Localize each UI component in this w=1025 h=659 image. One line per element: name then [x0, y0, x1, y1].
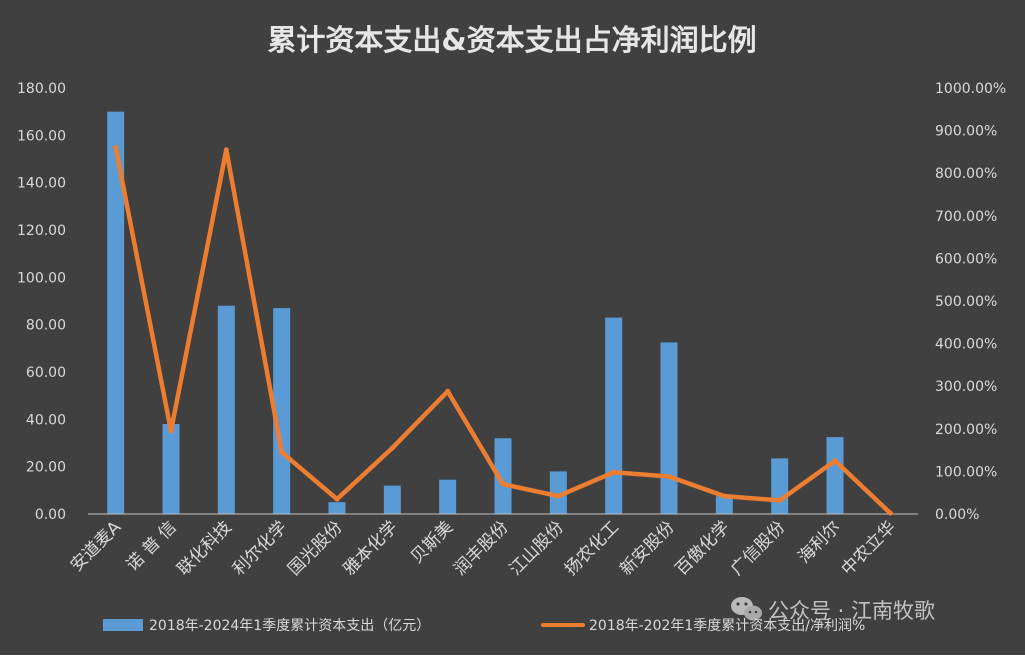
left-tick-label: 40.00 — [26, 412, 66, 428]
left-tick-label: 140.00 — [17, 176, 66, 192]
left-tick-label: 120.00 — [17, 223, 66, 239]
watermark: 公众号 · 江南牧歌 — [731, 597, 935, 623]
right-tick-label: 900.00% — [935, 124, 997, 140]
ratio-point-15 — [887, 510, 893, 516]
ratio-point-10 — [611, 469, 617, 475]
left-tick-label: 180.00 — [17, 81, 66, 97]
right-tick-label: 0.00% — [935, 507, 979, 523]
right-tick-label: 700.00% — [935, 209, 997, 225]
right-tick-label: 300.00% — [935, 379, 997, 395]
bar-10 — [605, 317, 623, 514]
right-tick-label: 600.00% — [935, 251, 997, 267]
left-axis: 0.00 20.00 40.00 60.00 80.00 100.00 120.00 140.… — [17, 81, 66, 523]
ratio-point-4 — [279, 449, 285, 455]
ratio-point-1 — [113, 145, 119, 151]
left-tick-label: 0.00 — [35, 507, 66, 523]
bar-13 — [771, 458, 789, 514]
bar-9 — [549, 471, 567, 514]
ratio-point-7 — [445, 388, 451, 394]
ratio-point-5 — [334, 496, 340, 502]
bar-1 — [107, 111, 125, 515]
right-tick-label: 100.00% — [935, 464, 997, 480]
ratio-point-12 — [721, 493, 727, 499]
right-tick-label: 500.00% — [935, 294, 997, 310]
right-axis: 0.00% 100.00% 200.00% 300.00% 400.00% 500.00%… — [935, 81, 1006, 523]
right-tick-label: 800.00% — [935, 166, 997, 182]
ratio-point-8 — [500, 481, 506, 487]
bar-5 — [328, 502, 346, 514]
bar-4 — [273, 308, 291, 514]
bar-3 — [217, 305, 235, 514]
left-tick-label: 100.00 — [17, 270, 66, 286]
wechat-icon — [731, 597, 762, 621]
bar-14 — [826, 437, 844, 514]
bar-11 — [660, 342, 678, 514]
left-tick-label: 80.00 — [26, 318, 66, 334]
legend-line-label: 2018年-202年1季度累计资本支出/净利润% — [589, 618, 865, 634]
line-series — [113, 145, 893, 516]
ratio-point-6 — [389, 445, 395, 451]
bar-series — [107, 111, 899, 515]
ratio-point-2 — [168, 428, 174, 434]
ratio-point-3 — [223, 147, 229, 153]
ratio-point-13 — [777, 497, 783, 503]
right-tick-label: 400.00% — [935, 337, 997, 353]
legend-bar-label: 2018年-2024年1季度累计资本支出（亿元） — [149, 618, 430, 634]
ratio-point-9 — [555, 493, 561, 499]
right-tick-label: 200.00% — [935, 422, 997, 438]
bar-12 — [715, 496, 733, 514]
bar-7 — [439, 479, 457, 514]
right-tick-label: 1000.00% — [935, 81, 1006, 97]
left-tick-label: 60.00 — [26, 365, 66, 381]
ratio-point-11 — [666, 474, 672, 480]
bar-2 — [162, 424, 180, 514]
left-tick-label: 20.00 — [26, 460, 66, 476]
legend: 2018年-2024年1季度累计资本支出（亿元） 2018年-202年1季度累计… — [103, 618, 865, 634]
bar-6 — [383, 485, 401, 514]
watermark-text: 公众号 · 江南牧歌 — [768, 599, 935, 623]
ratio-point-14 — [832, 458, 838, 464]
bar-8 — [494, 438, 512, 514]
legend-bar-swatch — [103, 619, 143, 631]
left-tick-label: 160.00 — [17, 128, 66, 144]
chart-title: 累计资本支出&资本支出占净利润比例 — [267, 23, 756, 57]
